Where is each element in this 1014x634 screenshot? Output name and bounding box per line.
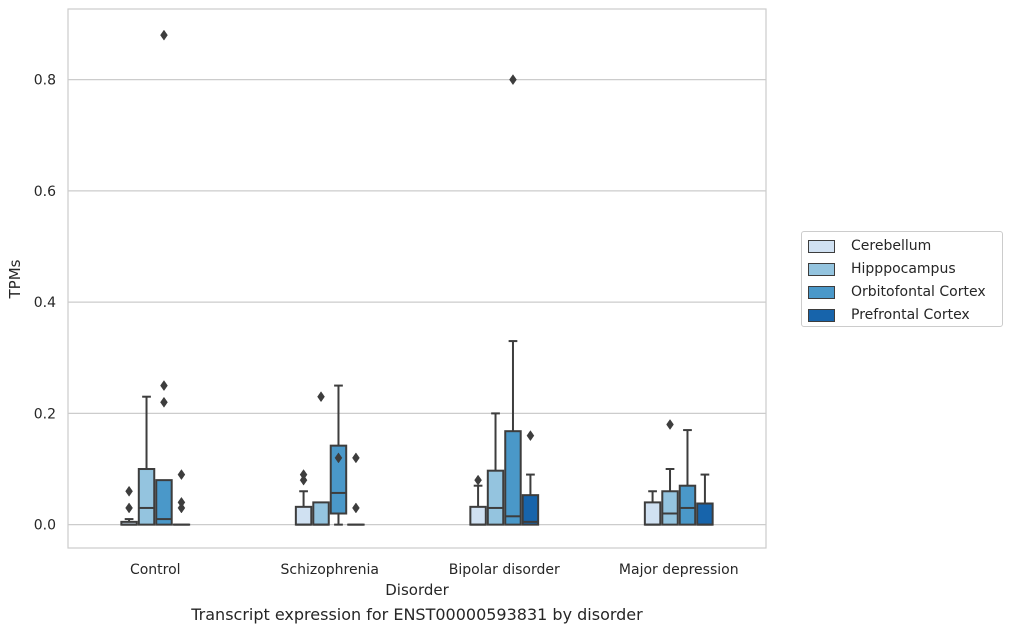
outlier-point bbox=[509, 74, 517, 86]
box bbox=[329, 444, 348, 515]
x-tick-label: Bipolar disorder bbox=[449, 562, 560, 578]
x-tick-label: Control bbox=[130, 562, 181, 578]
box bbox=[521, 494, 540, 526]
legend-swatch bbox=[808, 308, 835, 322]
box-group bbox=[155, 29, 173, 526]
y-tick-label: 0.6 bbox=[34, 184, 56, 200]
box-marks bbox=[120, 29, 714, 526]
legend-item: Cerebellum bbox=[808, 235, 931, 257]
box-group bbox=[347, 452, 365, 526]
legend-item: Prefrontal Cortex bbox=[808, 304, 970, 326]
y-tick-label: 0.8 bbox=[34, 73, 56, 89]
box-group bbox=[120, 485, 138, 526]
outlier-point bbox=[177, 502, 186, 514]
outlier-point bbox=[125, 485, 133, 497]
x-tick-label: Schizophrenia bbox=[281, 562, 379, 578]
box-group bbox=[643, 490, 662, 526]
box-group bbox=[294, 469, 313, 526]
box bbox=[155, 479, 173, 526]
legend: Cerebellum Hipppocampus Orbitofontal Corte… bbox=[801, 231, 1003, 327]
outlier-point bbox=[160, 380, 168, 392]
legend-label: Orbitofontal Cortex bbox=[851, 284, 986, 300]
outlier-point bbox=[352, 502, 360, 514]
legend-swatch bbox=[808, 262, 835, 276]
x-tick-label: Major depression bbox=[619, 562, 739, 578]
legend-label: Cerebellum bbox=[851, 238, 932, 254]
outlier-point bbox=[177, 469, 186, 481]
box bbox=[696, 502, 714, 526]
box-group bbox=[329, 384, 348, 526]
outlier-point bbox=[177, 496, 186, 508]
x-tick-labels: Control Schizophrenia Bipolar disorder Majo… bbox=[130, 562, 739, 578]
legend-swatch bbox=[808, 239, 835, 253]
box bbox=[661, 490, 679, 526]
box-group bbox=[469, 474, 487, 526]
chart-caption: Transcript expression for ENST0000059383… bbox=[191, 605, 643, 624]
outlier-point bbox=[334, 452, 343, 464]
box-group bbox=[504, 74, 522, 526]
box bbox=[678, 484, 697, 526]
box bbox=[137, 468, 156, 526]
box-group bbox=[172, 469, 191, 526]
outlier-point bbox=[666, 419, 674, 430]
box bbox=[469, 505, 487, 526]
y-tick-label: 0.2 bbox=[34, 406, 56, 422]
x-axis-title: Disorder bbox=[385, 581, 449, 599]
box bbox=[294, 505, 313, 526]
box bbox=[643, 501, 662, 526]
outlier-point bbox=[352, 452, 360, 464]
y-tick-labels: 0.0 0.2 0.4 0.6 0.8 bbox=[34, 73, 56, 534]
outlier-point bbox=[160, 29, 168, 41]
box bbox=[504, 430, 522, 526]
gridlines bbox=[68, 79, 766, 526]
outlier-point bbox=[526, 430, 535, 442]
box bbox=[312, 501, 330, 526]
y-axis-title: TPMs bbox=[6, 259, 24, 299]
box bbox=[486, 469, 505, 526]
box-group bbox=[137, 395, 156, 526]
outlier-point bbox=[317, 391, 325, 403]
outlier-point bbox=[299, 474, 308, 486]
box-group bbox=[678, 429, 697, 526]
outlier-point bbox=[160, 396, 168, 408]
legend-label: Prefrontal Cortex bbox=[851, 307, 970, 323]
box-group bbox=[312, 391, 330, 526]
legend-item: Orbitofontal Cortex bbox=[808, 281, 986, 303]
legend-label: Hipppocampus bbox=[851, 261, 956, 277]
y-tick-label: 0.4 bbox=[34, 295, 56, 311]
outlier-point bbox=[125, 502, 133, 514]
outlier-point bbox=[299, 469, 308, 481]
outlier-point bbox=[474, 474, 482, 486]
legend-item: Hipppocampus bbox=[808, 258, 956, 280]
y-tick-label: 0.0 bbox=[34, 518, 56, 534]
box-group bbox=[661, 419, 679, 526]
box-group bbox=[521, 430, 540, 526]
plot-frame bbox=[67, 8, 767, 549]
box-group bbox=[696, 473, 714, 526]
legend-swatch bbox=[808, 285, 835, 299]
box-group bbox=[486, 412, 505, 526]
